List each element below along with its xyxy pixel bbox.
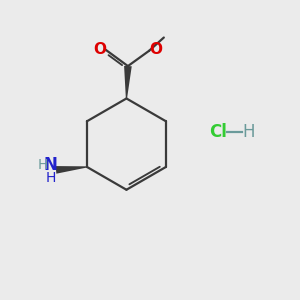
Text: O: O	[149, 42, 162, 57]
Text: Cl: Cl	[209, 123, 227, 141]
Text: O: O	[93, 41, 106, 56]
Polygon shape	[56, 166, 87, 174]
Text: H: H	[38, 158, 48, 172]
Polygon shape	[124, 66, 132, 98]
Text: H: H	[46, 171, 56, 185]
Text: N: N	[44, 157, 58, 175]
Text: H: H	[242, 123, 255, 141]
